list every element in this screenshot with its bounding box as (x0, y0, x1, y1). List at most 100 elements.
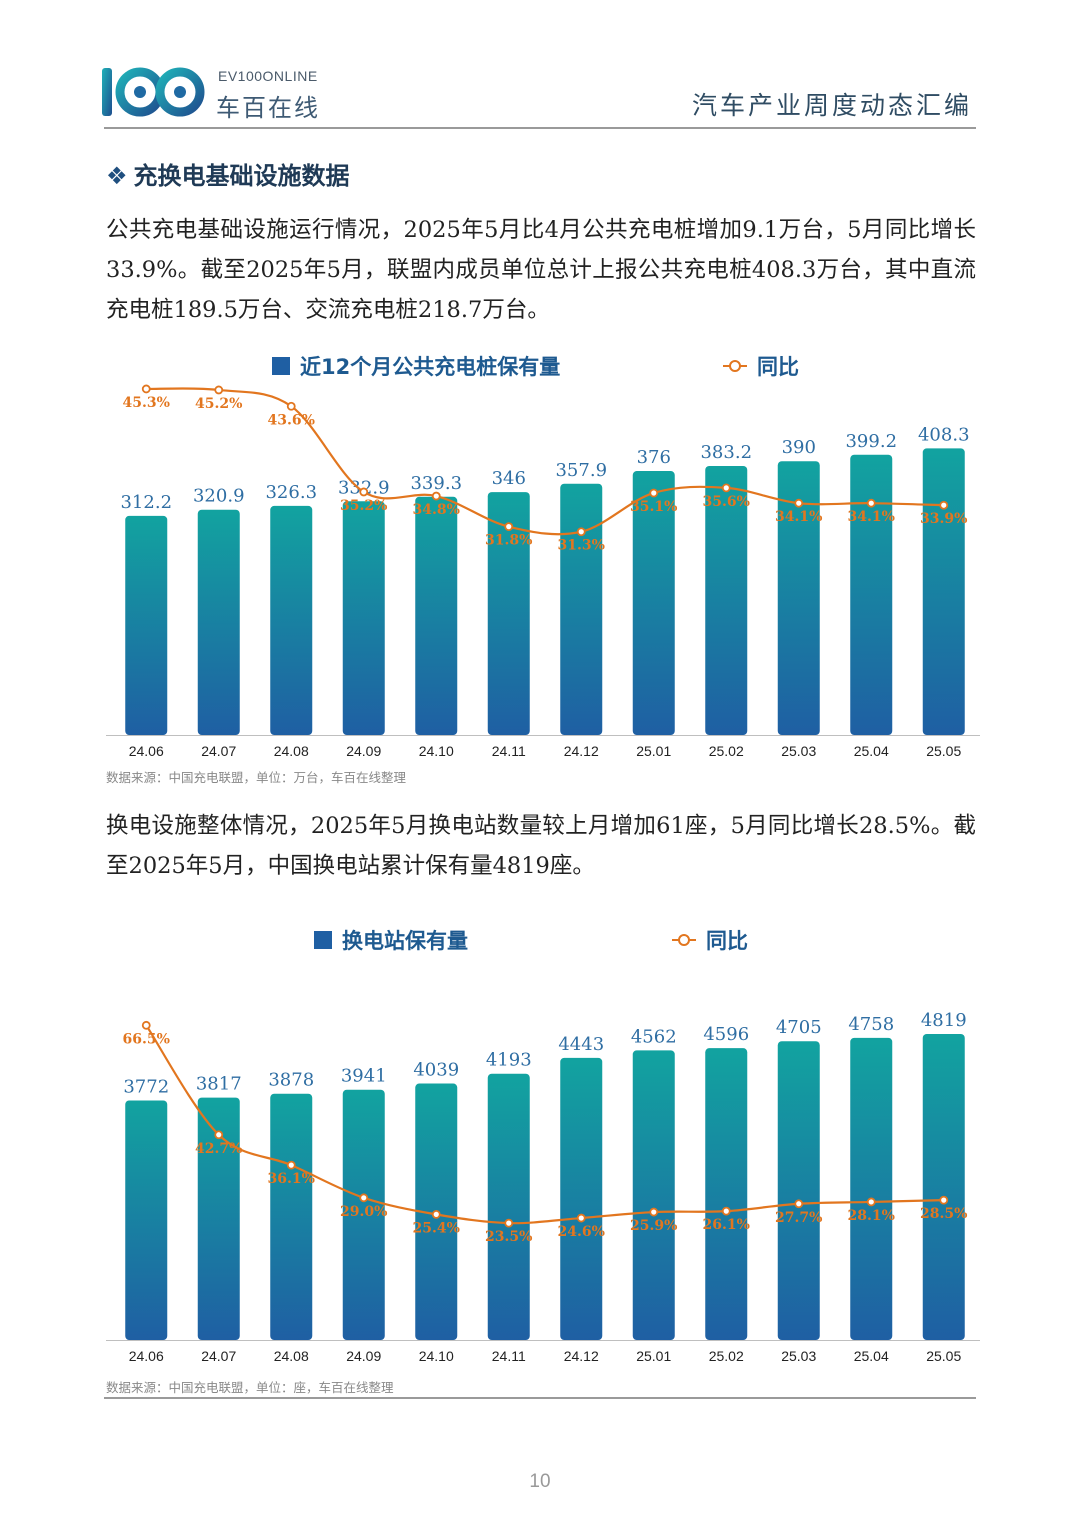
x-tick-label: 24.12 (564, 1348, 599, 1364)
bar-value-label: 326.3 (265, 482, 317, 503)
yoy-point-25.02 (723, 1208, 730, 1215)
x-tick-label: 24.11 (492, 1348, 526, 1364)
x-tick-label: 24.07 (201, 743, 236, 759)
x-tick-label: 25.05 (926, 1348, 961, 1364)
yoy-value-label: 27.7% (775, 1210, 822, 1226)
x-tick-label: 25.01 (636, 1348, 671, 1364)
yoy-point-24.12 (578, 528, 585, 535)
bar-25.01 (633, 1050, 675, 1340)
x-tick-label: 24.12 (564, 743, 599, 759)
yoy-value-label: 28.1% (848, 1208, 895, 1224)
bar-25.02 (705, 1048, 747, 1340)
x-tick-label: 24.07 (201, 1348, 236, 1364)
bar-value-label: 346 (492, 468, 526, 489)
charging-pile-chart: 近12个月公共充电桩保有量同比312.2320.9326.3332.9339.3… (100, 345, 985, 770)
yoy-point-24.08 (288, 1162, 295, 1169)
bar-value-label: 408.3 (918, 424, 970, 445)
yoy-line (146, 1025, 944, 1223)
legend-swatch-bar (272, 357, 290, 375)
yoy-point-24.09 (360, 1194, 367, 1201)
section-title: ❖ 充换电基础设施数据 (106, 156, 350, 191)
yoy-point-24.06 (143, 1022, 150, 1029)
bar-25.04 (850, 1038, 892, 1340)
yoy-point-25.04 (868, 500, 875, 507)
yoy-point-24.12 (578, 1215, 585, 1222)
paragraph-charging: 公共充电基础设施运行情况，2025年5月比4月公共充电桩增加9.1万台，5月同比… (106, 210, 976, 330)
yoy-point-25.03 (795, 1200, 802, 1207)
yoy-point-24.10 (433, 1211, 440, 1218)
x-tick-label: 25.03 (781, 743, 816, 759)
chart-legend: 换电站保有量 同比 (314, 929, 748, 953)
yoy-value-label: 33.9% (920, 511, 967, 527)
x-tick-label: 25.02 (709, 743, 744, 759)
yoy-value-label: 35.1% (630, 499, 677, 515)
yoy-value-label: 24.6% (558, 1224, 605, 1240)
bar-value-label: 4562 (631, 1026, 677, 1047)
legend-swatch-marker (730, 361, 740, 371)
logo-name: 车百在线 (216, 88, 320, 123)
bar-24.12 (560, 1058, 602, 1340)
chart1-source: 数据来源：中国充电联盟，单位：万台，车百在线整理 (106, 767, 406, 786)
x-tick-label: 24.09 (346, 743, 381, 759)
bar-25.05 (923, 448, 965, 735)
yoy-value-label: 43.6% (268, 412, 315, 428)
x-tick-label: 24.10 (419, 743, 454, 759)
yoy-value-label: 34.8% (413, 502, 460, 518)
bar-value-label: 4758 (848, 1014, 894, 1035)
bar-value-label: 399.2 (845, 431, 897, 452)
yoy-point-25.05 (940, 502, 947, 509)
x-tick-label: 25.02 (709, 1348, 744, 1364)
footer-divider (104, 1397, 976, 1399)
yoy-value-label: 36.1% (268, 1171, 315, 1187)
chart2-source: 数据来源：中国充电联盟，单位：座，车百在线整理 (106, 1377, 394, 1396)
bar-24.11 (488, 1074, 530, 1340)
yoy-point-25.01 (650, 1209, 657, 1216)
yoy-value-label: 25.4% (413, 1220, 460, 1236)
paragraph-swap: 换电设施整体情况，2025年5月换电站数量较上月增加61座，5月同比增长28.5… (106, 806, 976, 886)
bar-24.12 (560, 484, 602, 735)
yoy-point-24.09 (360, 488, 367, 495)
yoy-point-24.10 (433, 493, 440, 500)
x-tick-label: 25.01 (636, 743, 671, 759)
legend-label-line: 同比 (757, 355, 799, 379)
x-tick-label: 25.04 (854, 743, 889, 759)
yoy-value-label: 35.6% (703, 494, 750, 510)
yoy-value-label: 45.3% (123, 395, 170, 411)
x-tick-label: 24.08 (274, 743, 309, 759)
x-tick-label: 24.06 (129, 1348, 164, 1364)
bar-24.08 (270, 506, 312, 735)
x-tick-label: 24.08 (274, 1348, 309, 1364)
yoy-value-label: 34.1% (848, 509, 895, 525)
yoy-value-label: 28.5% (920, 1206, 967, 1222)
yoy-value-label: 35.2% (340, 498, 387, 514)
yoy-value-label: 31.8% (485, 533, 532, 549)
chart-legend: 近12个月公共充电桩保有量 同比 (272, 355, 799, 379)
bar-value-label: 4039 (413, 1060, 459, 1081)
legend-swatch-marker (679, 935, 689, 945)
yoy-point-24.11 (505, 523, 512, 530)
swap-station-chart: 换电站保有量 同比 3772 3817 3878 3941 4039 4193 4443 4562… (100, 918, 985, 1373)
bar-24.06 (125, 1100, 167, 1340)
yoy-value-label: 66.5% (123, 1031, 170, 1047)
yoy-value-label: 25.9% (630, 1218, 677, 1234)
yoy-point-25.03 (795, 500, 802, 507)
bar-25.03 (778, 1041, 820, 1340)
yoy-point-24.11 (505, 1220, 512, 1227)
bar-value-label: 390 (782, 437, 816, 458)
header: EV100ONLINE 车百在线 汽车产业周度动态汇编 (0, 0, 1080, 135)
yoy-point-25.05 (940, 1197, 947, 1204)
bar-value-label: 3772 (123, 1076, 169, 1097)
bar-value-label: 376 (637, 447, 671, 468)
bar-value-label: 383.2 (700, 442, 752, 463)
page-number: 10 (0, 1471, 1080, 1493)
yoy-value-label: 42.7% (195, 1141, 242, 1157)
x-tick-label: 25.05 (926, 743, 961, 759)
yoy-point-25.04 (868, 1198, 875, 1205)
yoy-value-label: 29.0% (340, 1204, 387, 1220)
bar-24.08 (270, 1094, 312, 1340)
yoy-point-25.02 (723, 484, 730, 491)
bar-24.10 (415, 497, 457, 735)
x-tick-label: 24.06 (129, 743, 164, 759)
section-title-text: 充换电基础设施数据 (134, 162, 350, 190)
header-divider (104, 127, 976, 129)
